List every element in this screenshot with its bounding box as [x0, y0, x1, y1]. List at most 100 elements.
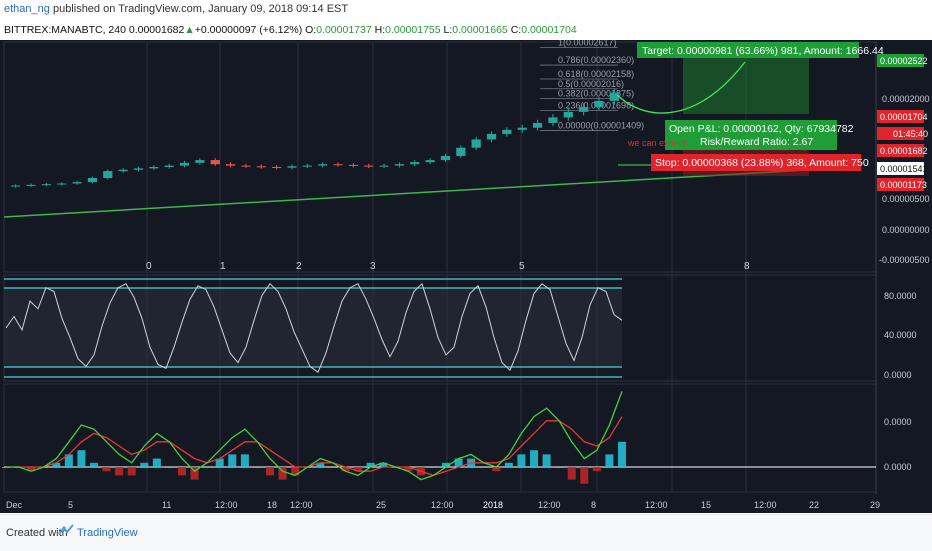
macd-hist-bar	[90, 462, 98, 467]
candle-body	[348, 164, 358, 166]
chart-area[interactable]: 1(0.00002617) 0.786(0.00002360) 0.618(0.00…	[0, 37, 932, 513]
stoch-band-fill	[4, 288, 622, 367]
candle-body	[609, 92, 619, 101]
macd-hist-bar	[152, 458, 161, 467]
target-box[interactable]	[637, 42, 859, 58]
macd-hist-bar	[530, 450, 538, 467]
x-tick-label: 8	[591, 500, 596, 510]
x-tick-label: 15	[701, 500, 711, 510]
fibonacci-retracement: 1(0.00002617) 0.786(0.00002360) 0.618(0.00…	[540, 37, 644, 131]
candle-body	[517, 127, 527, 130]
macd-hist-bar	[316, 462, 325, 467]
macd-hist-bar	[429, 467, 438, 468]
candle-body	[302, 165, 312, 167]
macd-hist-bar	[140, 462, 149, 467]
candle-body	[241, 165, 251, 167]
stop-box[interactable]	[651, 154, 861, 171]
candle-body	[179, 162, 190, 166]
last-price: 0.00001682	[128, 24, 185, 36]
author-link[interactable]: ethan_ng	[4, 3, 50, 15]
macd-hist-bar	[64, 454, 73, 467]
candle-body	[57, 183, 67, 185]
published-text: published on TradingView.com, January 09…	[52, 3, 349, 15]
x-tick-label: 2018	[483, 500, 503, 510]
candle-body	[502, 129, 512, 134]
x-tick-label: 18	[267, 500, 277, 510]
candle-body	[103, 171, 113, 178]
macd-indicator: 0.0000 0.0000	[2, 391, 912, 484]
macd-signal-line	[6, 416, 623, 477]
macd-hist-bar	[178, 467, 186, 476]
chart-svg[interactable]: 1(0.00002617) 0.786(0.00002360) 0.618(0.00…	[0, 37, 932, 513]
x-tick-label: 12:00	[645, 500, 668, 510]
macd-hist-bar	[580, 467, 589, 484]
close-value: 0.00001704	[521, 24, 577, 36]
macd-hist-bar	[605, 454, 614, 467]
axis-label-countdown: 01:45:40	[893, 129, 928, 139]
macd-hist-bar	[517, 454, 526, 467]
candle-body	[87, 178, 98, 183]
pnl-box[interactable]	[665, 120, 837, 150]
high-value: 0.00001755	[385, 24, 441, 36]
candle-body	[195, 160, 205, 163]
macd-hist-bar	[102, 467, 111, 472]
macd-hist-bar	[454, 458, 463, 467]
macd-hist-bar	[253, 467, 262, 468]
wave-label-0: 0	[146, 261, 152, 272]
x-tick-label: 25	[376, 500, 386, 510]
macd-hist-bar	[203, 467, 212, 468]
high-label: H:	[374, 24, 386, 36]
x-tick-label: 12:00	[215, 500, 238, 510]
x-tick-label: 12:00	[538, 500, 561, 510]
stoch-k-line	[5, 282, 623, 373]
footer: Created with TradingView	[0, 514, 932, 551]
x-tick-label: 11	[162, 500, 171, 510]
price-chart: 1(0.00002617) 0.786(0.00002360) 0.618(0.00…	[3, 37, 884, 272]
macd-hist-bar	[542, 454, 551, 467]
axis-label-target: 0.00002522	[880, 56, 928, 66]
candlestick-series	[11, 88, 619, 188]
pnl-label: Open P&L: 0.00000162, Qty: 67934782	[669, 123, 854, 135]
macd-hist-bar	[278, 467, 287, 480]
fib-label: 0.5(0.00002016)	[558, 79, 624, 89]
x-tick-label: 5	[68, 500, 73, 510]
low-value: 0.00001665	[452, 24, 508, 36]
axis-label-last: 0.00001704	[880, 112, 928, 122]
candle-body	[594, 100, 604, 108]
macd-hist-bar	[504, 462, 513, 467]
macd-hist-bar	[127, 467, 136, 476]
candle-body	[440, 155, 451, 161]
fib-label: 0.00000(0.00001409)	[558, 121, 644, 131]
candle-body	[26, 184, 36, 186]
candle-body	[133, 168, 144, 170]
stoch-axis-80: 80.0000	[884, 291, 917, 301]
candle-body	[118, 169, 128, 172]
price-change: +0.00000097 (+6.12%)	[194, 24, 303, 36]
low-label: L:	[443, 24, 453, 36]
macd-hist-bar	[354, 467, 362, 472]
macd-hist-bar	[567, 467, 576, 480]
tradingview-link[interactable]: TradingView	[77, 527, 138, 539]
candle-body	[548, 117, 558, 123]
x-tick-label: 12:00	[431, 500, 454, 510]
candle-body	[256, 166, 266, 168]
macd-hist-bar	[555, 467, 564, 468]
candle-body	[410, 162, 420, 165]
axis-label-entry: 0.00001541	[880, 164, 928, 174]
wave-label-2: 2	[296, 261, 302, 272]
candle-body	[471, 139, 481, 148]
macd-hist-bar	[291, 467, 300, 476]
candle-body	[425, 160, 435, 163]
macd-hist-bar	[442, 462, 450, 467]
x-tick-label: Dec	[6, 500, 23, 510]
price-axis: 0.00002522 0.00002000 0.00001704 01:45:4…	[877, 54, 930, 265]
axis-label-negative: -0.00000500	[879, 255, 930, 265]
candle-body	[164, 165, 174, 167]
macd-line	[6, 391, 623, 481]
candle-body	[41, 184, 51, 186]
open-value: 0.00001737	[316, 24, 372, 36]
macd-pane	[3, 383, 877, 493]
macd-hist-bar	[379, 462, 388, 467]
candle-body	[563, 111, 573, 118]
stop-label: Stop: 0.00000368 (23.88%) 368, Amount: 7…	[655, 157, 869, 169]
